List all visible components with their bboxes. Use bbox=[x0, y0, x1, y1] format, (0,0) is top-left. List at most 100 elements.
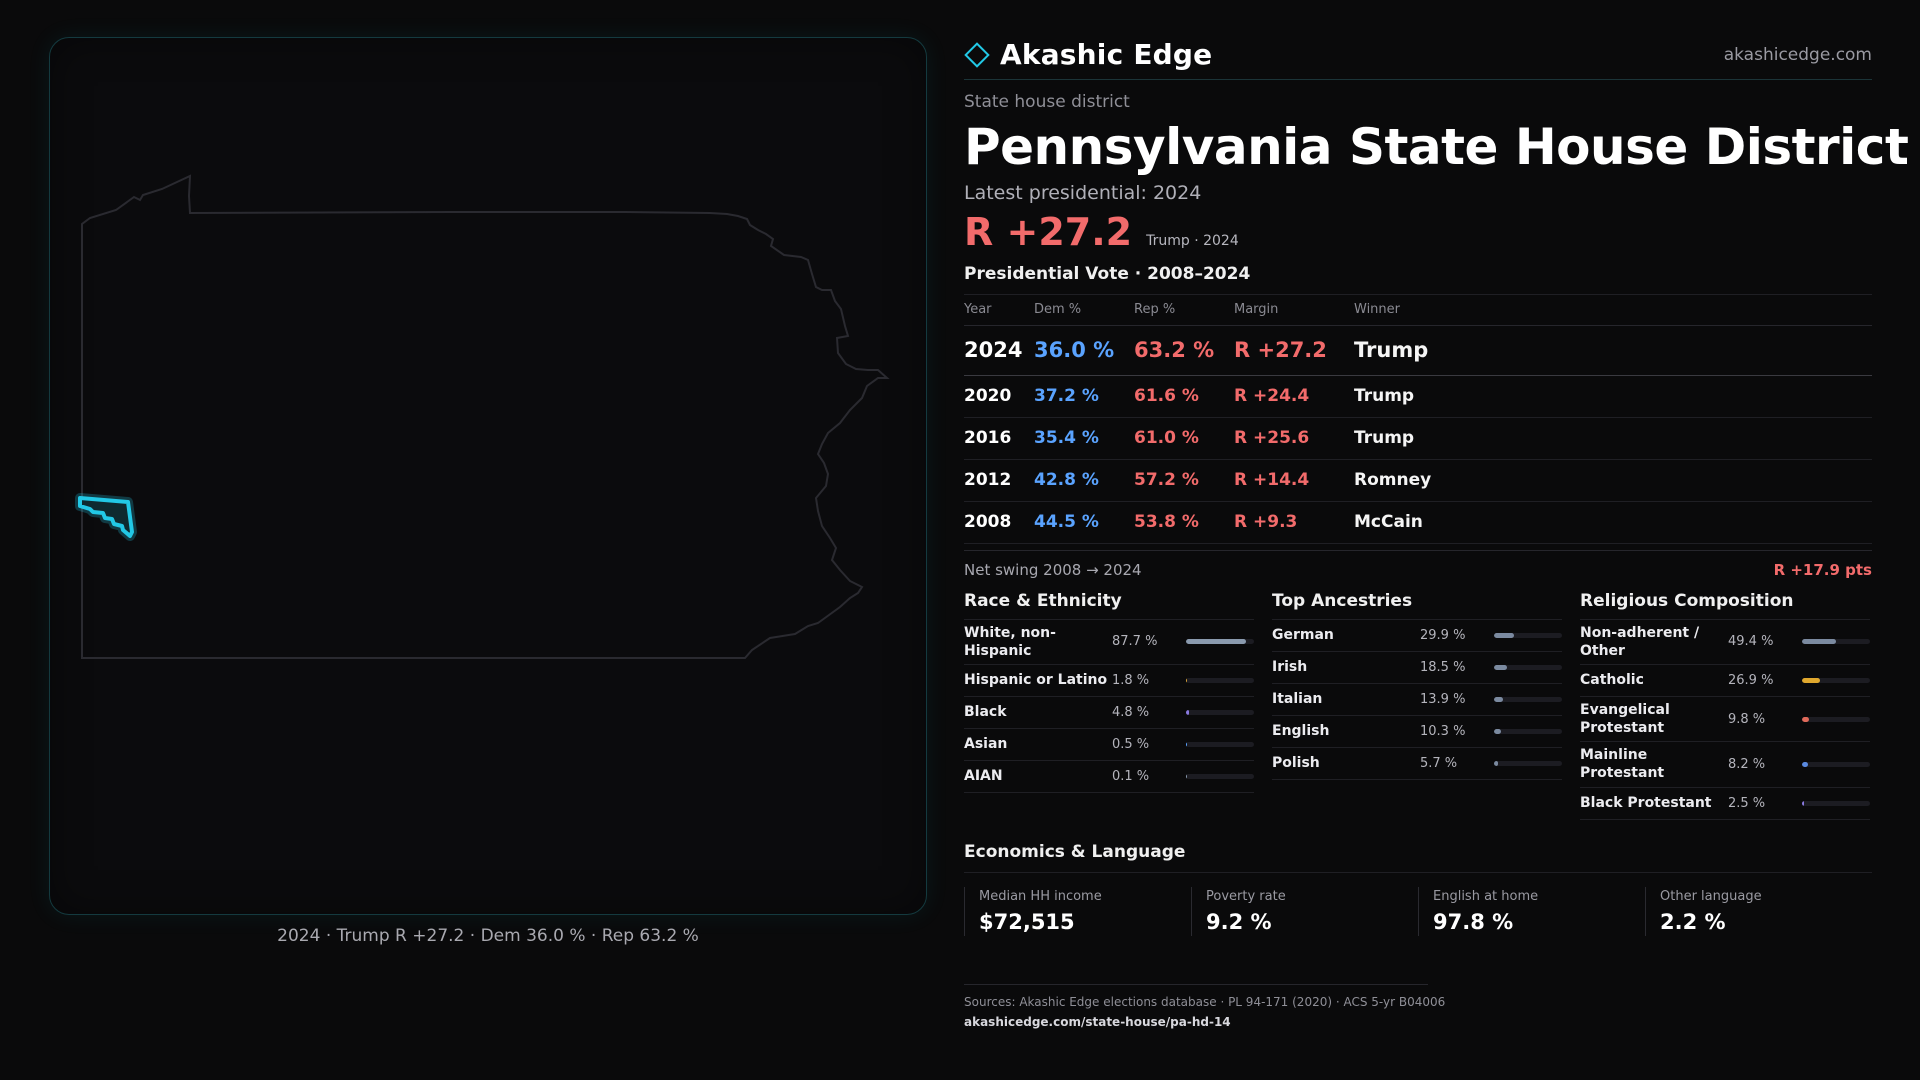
state-outline bbox=[81, 174, 890, 659]
cell-winner: Trump bbox=[1354, 417, 1872, 460]
demographics: Race & Ethnicity White, non-Hispanic 87.7… bbox=[964, 591, 1872, 820]
item-value: 9.8 % bbox=[1728, 711, 1766, 727]
percent-bar bbox=[1186, 709, 1254, 715]
pennsylvania-map bbox=[75, 174, 890, 659]
race-ethnicity-section: Race & Ethnicity White, non-Hispanic 87.7… bbox=[964, 591, 1254, 820]
cell-winner: Trump bbox=[1354, 375, 1872, 418]
percent-bar-fill bbox=[1802, 761, 1808, 767]
item-value: 2.5 % bbox=[1728, 795, 1766, 811]
district-map[interactable] bbox=[49, 37, 927, 915]
percent-bar bbox=[1494, 632, 1562, 638]
cell-margin: R +9.3 bbox=[1234, 501, 1354, 544]
percent-bar bbox=[1494, 760, 1562, 766]
cell-margin: R +14.4 bbox=[1234, 459, 1354, 502]
stat-label: Other language bbox=[1660, 888, 1762, 904]
percent-bar-fill bbox=[1802, 639, 1836, 645]
item-label: Evangelical Protestant bbox=[1580, 701, 1670, 737]
percent-bar bbox=[1494, 664, 1562, 670]
margin-winner-year: Trump · 2024 bbox=[1146, 233, 1239, 249]
item-label: Irish bbox=[1272, 658, 1308, 675]
cell-margin: R +27.2 bbox=[1234, 325, 1354, 376]
item-label: Italian bbox=[1272, 690, 1323, 707]
percent-bar bbox=[1494, 728, 1562, 734]
item-value: 13.9 % bbox=[1420, 691, 1466, 707]
item-label: Catholic bbox=[1580, 672, 1644, 689]
stat-label: English at home bbox=[1433, 888, 1539, 904]
percent-bar-fill bbox=[1186, 639, 1246, 645]
item-value: 8.2 % bbox=[1728, 756, 1766, 772]
item-label: Asian bbox=[964, 736, 1008, 753]
item-value: 0.5 % bbox=[1112, 736, 1150, 752]
cell-dem: 36.0 % bbox=[1034, 325, 1134, 376]
item-value: 87.7 % bbox=[1112, 634, 1158, 650]
cell-margin: R +25.6 bbox=[1234, 417, 1354, 460]
percent-bar bbox=[1186, 741, 1254, 747]
ancestries-section: Top Ancestries German 29.9 % Irish 18.5 % It… bbox=[1272, 591, 1562, 820]
diamond-logo-icon bbox=[964, 41, 990, 68]
table-row: 2008 44.5 % 53.8 % R +9.3 McCain bbox=[964, 501, 1872, 544]
map-caption: 2024 · Trump R +27.2 · Dem 36.0 % · Rep … bbox=[277, 926, 699, 946]
cell-rep: 53.8 % bbox=[1134, 501, 1234, 544]
cell-winner: McCain bbox=[1354, 501, 1872, 544]
stat-label: Poverty rate bbox=[1206, 888, 1286, 904]
district-type: State house district bbox=[964, 92, 1130, 112]
percent-bar bbox=[1494, 696, 1562, 702]
stat-value: 2.2 % bbox=[1660, 909, 1726, 934]
list-item: AIAN 0.1 % bbox=[964, 761, 1254, 793]
list-item: English 10.3 % bbox=[1272, 716, 1562, 748]
percent-bar-fill bbox=[1494, 696, 1504, 702]
item-label: Black bbox=[964, 704, 1007, 721]
percent-bar-fill bbox=[1494, 760, 1498, 766]
cell-dem: 44.5 % bbox=[1034, 501, 1134, 544]
margin-value: R +27.2 bbox=[964, 210, 1133, 254]
presidential-vote-title: Presidential Vote · 2008–2024 bbox=[964, 264, 1872, 295]
cell-dem: 37.2 % bbox=[1034, 375, 1134, 418]
presidential-vote-table: Year Dem % Rep % Margin Winner 2024 36.0… bbox=[964, 295, 1872, 544]
cell-rep: 61.6 % bbox=[1134, 375, 1234, 418]
stat-label: Median HH income bbox=[979, 888, 1102, 904]
cell-year: 2016 bbox=[964, 417, 1034, 460]
net-swing: Net swing 2008 → 2024 R +17.9 pts bbox=[964, 549, 1872, 579]
list-item: White, non-Hispanic 87.7 % bbox=[964, 620, 1254, 665]
item-value: 18.5 % bbox=[1420, 659, 1466, 675]
item-value: 5.7 % bbox=[1420, 755, 1458, 771]
net-swing-value: R +17.9 pts bbox=[1773, 560, 1872, 579]
header-dem: Dem % bbox=[1034, 295, 1134, 326]
stat-median-income: Median HH income $72,515 bbox=[964, 886, 1191, 936]
cell-rep: 63.2 % bbox=[1134, 325, 1234, 376]
sources: Sources: Akashic Edge elections database… bbox=[964, 983, 1446, 1029]
brand[interactable]: Akashic Edge bbox=[964, 38, 1212, 71]
item-label: AIAN bbox=[964, 768, 1003, 785]
item-value: 4.8 % bbox=[1112, 704, 1150, 720]
cell-rep: 57.2 % bbox=[1134, 459, 1234, 502]
sources-text: Sources: Akashic Edge elections database… bbox=[964, 994, 1446, 1009]
item-label: Non-adherent / Other bbox=[1580, 624, 1700, 659]
list-item: Black 4.8 % bbox=[964, 697, 1254, 729]
item-value: 49.4 % bbox=[1728, 634, 1774, 650]
table-row: 2020 37.2 % 61.6 % R +24.4 Trump bbox=[964, 375, 1872, 418]
site-link[interactable]: akashicedge.com bbox=[1723, 44, 1872, 65]
percent-bar-fill bbox=[1186, 709, 1190, 715]
item-value: 29.9 % bbox=[1420, 627, 1466, 643]
cell-dem: 42.8 % bbox=[1034, 459, 1134, 502]
percent-bar-fill bbox=[1802, 716, 1809, 722]
percent-bar-fill bbox=[1802, 800, 1804, 806]
percent-bar bbox=[1802, 761, 1870, 767]
section-title: Religious Composition bbox=[1580, 591, 1870, 620]
list-item: Asian 0.5 % bbox=[964, 729, 1254, 761]
cell-year: 2024 bbox=[964, 325, 1034, 376]
percent-bar-fill bbox=[1186, 741, 1188, 747]
item-label: English bbox=[1272, 722, 1330, 739]
percent-bar bbox=[1802, 639, 1870, 645]
table-header-row: Year Dem % Rep % Margin Winner bbox=[964, 295, 1872, 326]
list-item: Polish 5.7 % bbox=[1272, 748, 1562, 780]
cell-year: 2020 bbox=[964, 375, 1034, 418]
source-url-link[interactable]: akashicedge.com/state-house/pa-hd-14 bbox=[964, 1014, 1231, 1029]
net-swing-label: Net swing 2008 → 2024 bbox=[964, 560, 1142, 579]
percent-bar-fill bbox=[1494, 728, 1501, 734]
header: Akashic Edge akashicedge.com bbox=[964, 30, 1872, 80]
percent-bar-fill bbox=[1802, 677, 1821, 683]
item-label: Polish bbox=[1272, 754, 1320, 771]
header-year: Year bbox=[964, 295, 1034, 326]
item-label: Hispanic or Latino bbox=[964, 672, 1108, 689]
